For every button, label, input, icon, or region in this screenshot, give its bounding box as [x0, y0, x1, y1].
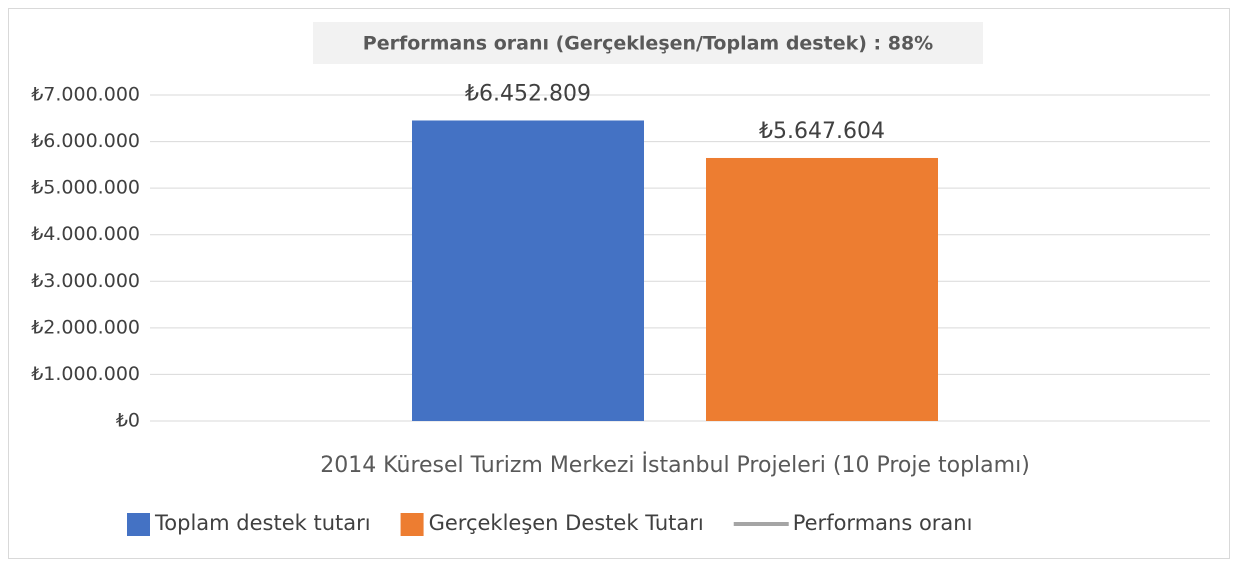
legend-swatch — [400, 513, 424, 536]
y-tick-label: ₺6.000.000 — [31, 130, 140, 152]
chart-title: Performans oranı (Gerçekleşen/Toplam des… — [363, 33, 933, 55]
bar — [412, 120, 644, 422]
bar — [706, 157, 938, 421]
y-tick-label: ₺1.000.000 — [31, 363, 140, 385]
data-label: ₺5.647.604 — [759, 119, 885, 144]
legend-label: Performans oranı — [793, 511, 973, 535]
y-tick-label: ₺0 — [116, 410, 140, 432]
legend-swatch — [127, 513, 150, 536]
x-tick-label: 2014 Küresel Turizm Merkezi İstanbul Pro… — [320, 452, 1030, 478]
y-tick-label: ₺5.000.000 — [31, 177, 140, 199]
y-tick-label: ₺4.000.000 — [31, 223, 140, 245]
y-tick-label: ₺3.000.000 — [31, 270, 140, 292]
legend-label: Toplam destek tutarı — [154, 511, 371, 535]
title-box — [313, 22, 983, 64]
y-tick-label: ₺7.000.000 — [31, 84, 140, 106]
y-tick-label: ₺2.000.000 — [31, 316, 140, 338]
data-label: ₺6.452.809 — [465, 81, 591, 106]
legend-label: Gerçekleşen Destek Tutarı — [429, 511, 704, 535]
